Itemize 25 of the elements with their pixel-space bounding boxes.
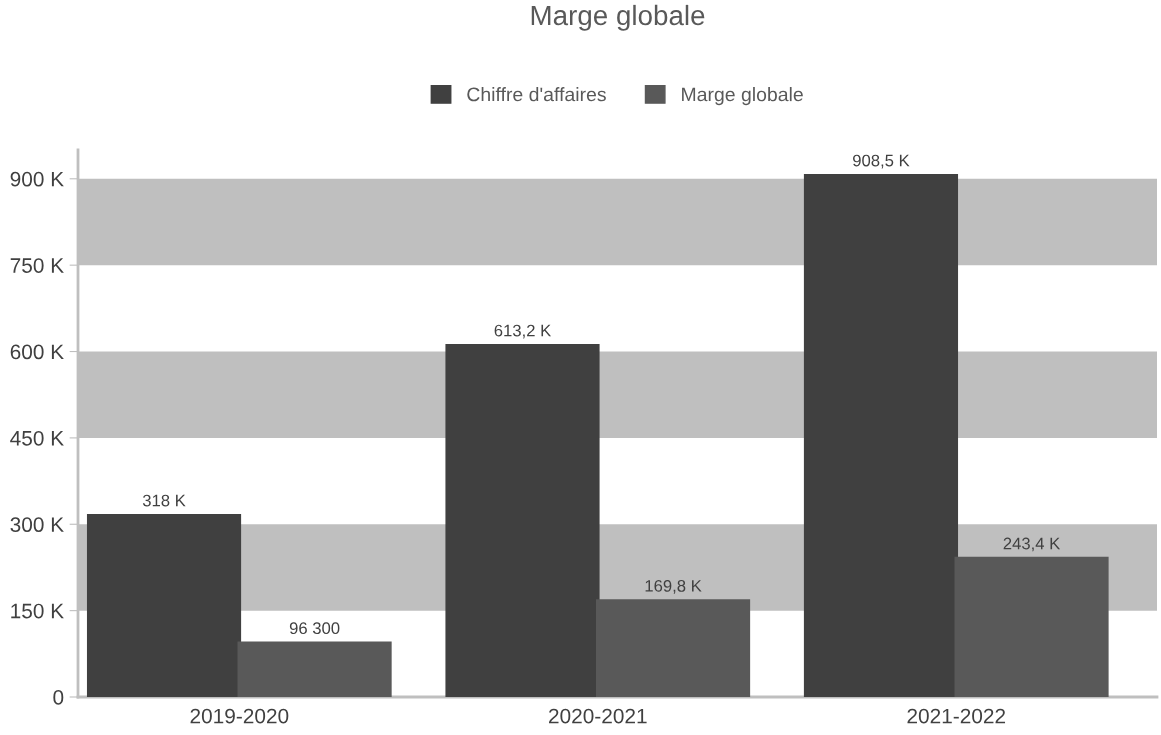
data-label: 613,2 K bbox=[494, 324, 552, 339]
legend-label: Chiffre d'affaires bbox=[467, 87, 606, 102]
bar bbox=[86, 513, 242, 697]
y-tick-label: 750 K bbox=[10, 258, 64, 273]
y-tick-label: 0 bbox=[53, 690, 64, 705]
data-label: 169,8 K bbox=[645, 579, 702, 594]
data-label: 96 300 bbox=[289, 622, 340, 635]
bar bbox=[595, 599, 751, 697]
y-tick-label: 450 K bbox=[10, 430, 64, 446]
x-tick-label: 2021-2022 bbox=[907, 708, 1006, 724]
data-label: 243,4 K bbox=[1003, 537, 1061, 552]
bar bbox=[803, 173, 959, 697]
y-tick-label: 150 K bbox=[11, 603, 64, 619]
legend-label: Marge globale bbox=[682, 87, 803, 106]
bar bbox=[445, 343, 600, 697]
y-tick-label: 600 K bbox=[10, 344, 64, 360]
chart-title: Marge globale bbox=[531, 4, 705, 31]
y-tick-label: 300 K bbox=[10, 517, 64, 533]
x-tick-label: 2020-2021 bbox=[549, 708, 647, 724]
data-label: 318 K bbox=[142, 494, 186, 507]
bar bbox=[237, 641, 392, 697]
x-tick-label: 2019-2020 bbox=[190, 708, 289, 724]
bar bbox=[954, 556, 1109, 697]
data-label: 908,5 K bbox=[853, 154, 910, 169]
y-tick-label: 900 K bbox=[10, 171, 64, 187]
